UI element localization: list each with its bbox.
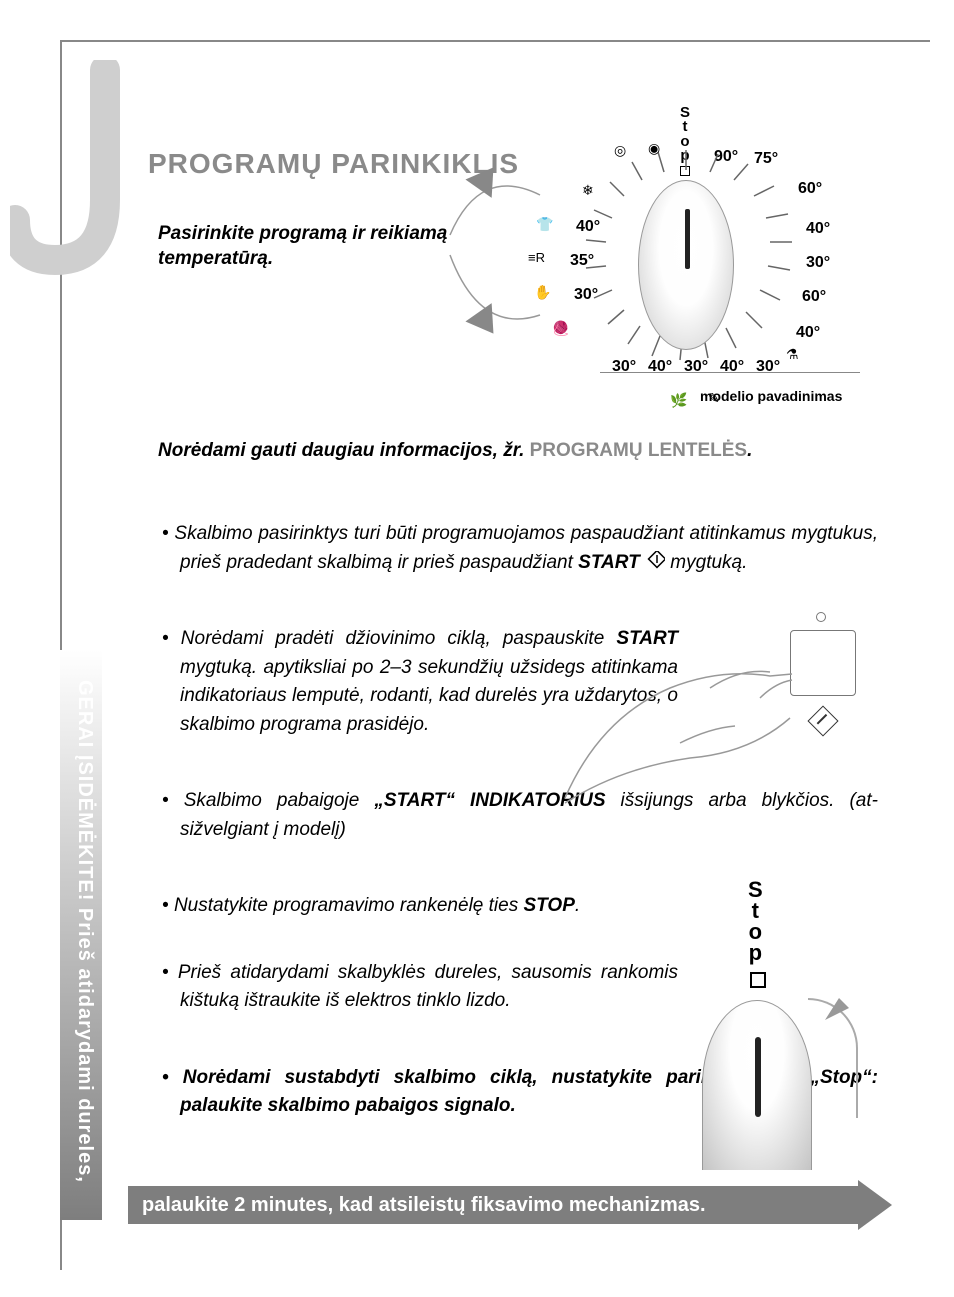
rinse-icon: ◉ (648, 140, 660, 157)
snowflake-icon: ❄ (582, 182, 594, 199)
shirt-icon: 👕 (536, 216, 553, 233)
bullet-1: • Skalbimo pasirinktys turi būti program… (158, 520, 878, 577)
eco-icon: 🌿 (670, 392, 687, 409)
hook-decoration (10, 60, 130, 290)
hand-icon: ✋ (534, 284, 551, 301)
hand-illustration (560, 618, 870, 818)
bullet-5: • Prieš atidarydami skalbyklės dureles, … (158, 959, 678, 1016)
bottom-arrow-text: palaukite 2 minutes, kad atsileistų fiks… (128, 1186, 858, 1224)
bullet-4: • Nustatykite programavimo rankenėlę tie… (158, 892, 678, 921)
stop-square-icon (750, 972, 766, 988)
iron-icon: ≡R (528, 250, 545, 265)
arrow-head-icon (858, 1180, 892, 1230)
spin-icon: ◎ (614, 142, 626, 159)
info-line: Norėdami gauti daugiau informacijos, žr.… (158, 440, 752, 462)
page-subtitle: Pasirinkite programą ir reikiamą tempera… (158, 222, 478, 271)
wool-icon: 🧶 (552, 320, 569, 337)
start-diamond-icon (645, 551, 665, 571)
button-led-icon (816, 612, 826, 622)
dial-separator (600, 372, 860, 373)
program-dial[interactable]: S t o p 90° 75° 60° 40° 30° 60° 40° 40° … (520, 100, 850, 400)
left-band-text: GERAI ĮSIDĖMĖKITE! Prieš atidarydami dur… (66, 680, 96, 1200)
bottom-arrow-bar: palaukite 2 minutes, kad atsileistų fiks… (128, 1186, 898, 1224)
model-label: modelio pavadinimas (700, 388, 880, 404)
flask-icon: ⚗ (786, 346, 799, 363)
dial-knob[interactable] (638, 180, 734, 350)
stop-knob (702, 1000, 812, 1170)
stop-arrow-icon (825, 990, 865, 1020)
stop-knob-illustration: S t o p (700, 880, 880, 1140)
stop-label-big: S t o p (748, 880, 763, 964)
